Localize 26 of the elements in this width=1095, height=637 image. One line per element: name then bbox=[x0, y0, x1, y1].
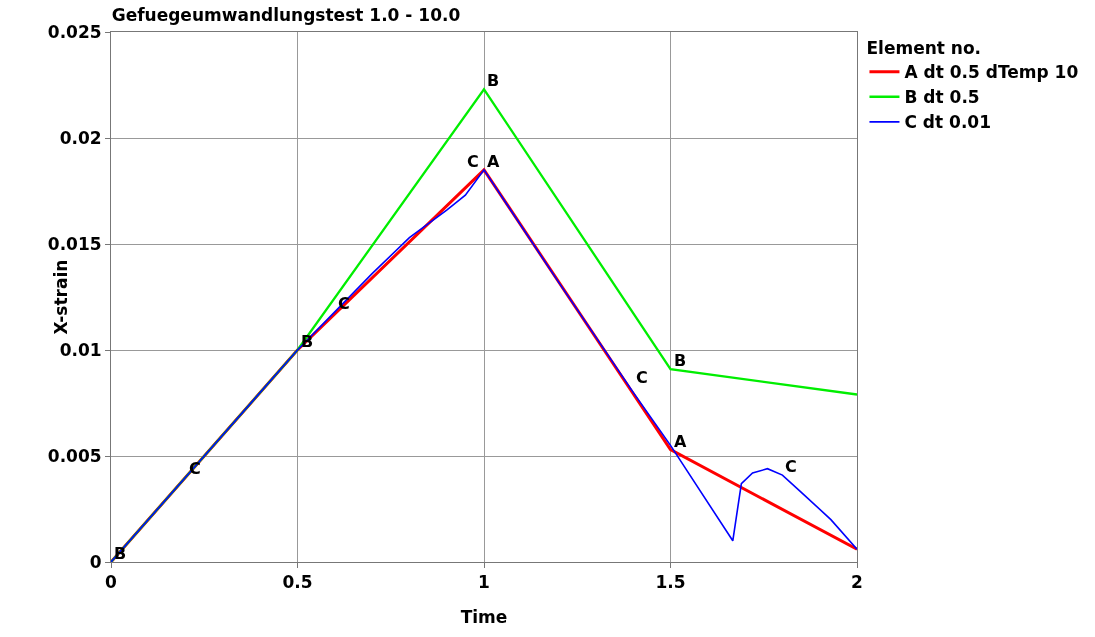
x-axis-title: Time bbox=[460, 607, 508, 627]
annotation: C bbox=[338, 294, 350, 313]
annotation: B bbox=[674, 351, 687, 370]
annotation: A bbox=[674, 432, 687, 451]
annotation: B bbox=[487, 71, 500, 90]
y-tick-label: 0.015 bbox=[47, 233, 102, 254]
y-tick-label: 0 bbox=[89, 551, 102, 572]
legend-label: A dt 0.5 dTemp 10 bbox=[904, 62, 1079, 83]
annotation: C bbox=[636, 368, 648, 387]
x-tick-label: 0 bbox=[105, 572, 118, 593]
annotation: C bbox=[785, 457, 797, 476]
y-tick-label: 0.025 bbox=[47, 21, 102, 42]
chart-title: Gefuegeumwandlungstest 1.0 - 10.0 bbox=[111, 5, 461, 26]
legend-label: B dt 0.5 bbox=[904, 87, 980, 108]
x-tick-label: 1.5 bbox=[655, 572, 686, 593]
legend-label: C dt 0.01 bbox=[904, 112, 992, 133]
x-tick-label: 2 bbox=[851, 572, 863, 593]
legend-title: Element no. bbox=[866, 38, 982, 59]
annotation: C bbox=[467, 152, 479, 171]
y-tick-label: 0.02 bbox=[59, 127, 102, 148]
y-axis-title: X-strain bbox=[51, 259, 71, 335]
x-tick-label: 0.5 bbox=[282, 572, 313, 593]
y-tick-label: 0.005 bbox=[47, 445, 102, 466]
annotation: A bbox=[487, 152, 500, 171]
x-tick-label: 1 bbox=[478, 572, 490, 593]
y-tick-label: 0.01 bbox=[59, 339, 102, 360]
